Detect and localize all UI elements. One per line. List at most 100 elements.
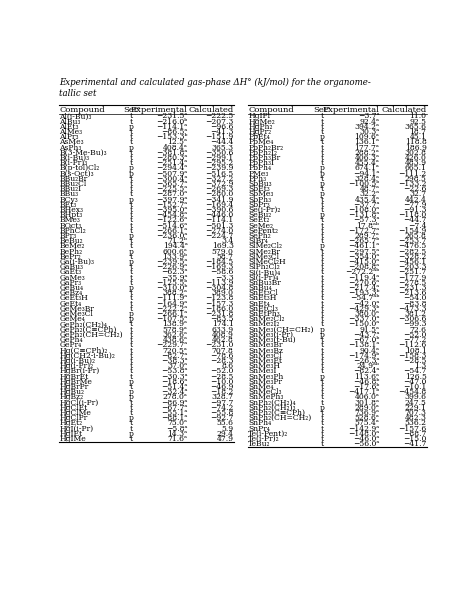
Text: SnMe₃(i-Pr): SnMe₃(i-Pr) xyxy=(248,331,293,339)
Text: −222.2ᵃ: −222.2ᵃ xyxy=(156,305,188,313)
Text: −77.2: −77.2 xyxy=(403,336,427,344)
Text: t: t xyxy=(130,201,133,209)
Text: −123.8: −123.8 xyxy=(205,295,234,302)
Text: −55.1ᵃ: −55.1ᵃ xyxy=(161,409,188,417)
Text: GeMe₄: GeMe₄ xyxy=(59,315,85,323)
Text: p: p xyxy=(129,414,134,422)
Text: 265.8: 265.8 xyxy=(405,232,427,240)
Text: t: t xyxy=(130,242,133,250)
Text: −55.8: −55.8 xyxy=(210,409,234,417)
Text: GaEt₃: GaEt₃ xyxy=(59,268,82,276)
Text: SnBu₃Br: SnBu₃Br xyxy=(248,279,281,287)
Text: −28.3: −28.3 xyxy=(210,357,234,365)
Text: GePh₂(CH=CH₂): GePh₂(CH=CH₂) xyxy=(59,331,123,339)
Text: 1.3: 1.3 xyxy=(414,362,427,370)
Text: −269.3: −269.3 xyxy=(205,185,234,193)
Text: −54.0: −54.0 xyxy=(403,295,427,302)
Text: t: t xyxy=(130,347,133,355)
Text: −381.8ᵃ: −381.8ᵃ xyxy=(156,149,188,157)
Text: −153.3ᵇ: −153.3ᵇ xyxy=(156,133,188,141)
Text: t: t xyxy=(130,175,133,183)
Text: HgEt₂: HgEt₂ xyxy=(59,419,82,427)
Text: −74.2: −74.2 xyxy=(210,404,234,411)
Text: t: t xyxy=(321,362,324,370)
Text: t: t xyxy=(130,362,133,370)
Text: t: t xyxy=(321,289,324,298)
Text: −133.2: −133.2 xyxy=(398,180,427,188)
Text: HgClMe: HgClMe xyxy=(59,409,91,417)
Text: 674.1ᵃ: 674.1ᵃ xyxy=(355,164,379,173)
Text: 289.7ᵃ: 289.7ᵃ xyxy=(355,232,379,240)
Text: 298.5: 298.5 xyxy=(405,175,427,183)
Text: −397.9ᵃ: −397.9ᵃ xyxy=(156,196,188,204)
Text: BPr₃: BPr₃ xyxy=(59,232,76,240)
Text: 109.6ᵃ: 109.6ᵃ xyxy=(355,133,379,141)
Text: −304.8: −304.8 xyxy=(205,284,234,292)
Text: 289.0ᵃ: 289.0ᵃ xyxy=(355,404,379,411)
Text: p: p xyxy=(320,242,325,250)
Text: 5.9: 5.9 xyxy=(222,425,234,433)
Text: −82.7ᵃ: −82.7ᵃ xyxy=(161,351,188,360)
Text: t: t xyxy=(130,331,133,339)
Text: −67.0ᵇ: −67.0ᵇ xyxy=(353,336,379,344)
Text: −266.1ᵃ: −266.1ᵃ xyxy=(156,310,188,318)
Text: 362.6ᵃ: 362.6ᵃ xyxy=(163,331,188,339)
Text: 37.0ᵃ: 37.0ᵃ xyxy=(167,362,188,370)
Text: t: t xyxy=(130,133,133,141)
Text: 462.8: 462.8 xyxy=(212,336,234,344)
Text: BHex₃: BHex₃ xyxy=(59,206,83,214)
Text: t: t xyxy=(321,367,324,375)
Text: t: t xyxy=(321,279,324,287)
Text: SnMe₄: SnMe₄ xyxy=(248,383,274,391)
Text: −3.3: −3.3 xyxy=(215,274,234,282)
Text: t: t xyxy=(321,175,324,183)
Text: Calculated: Calculated xyxy=(382,106,427,115)
Text: −327.2: −327.2 xyxy=(205,175,234,183)
Text: PbPh₄: PbPh₄ xyxy=(248,164,272,173)
Text: −54.7: −54.7 xyxy=(403,367,427,375)
Text: t: t xyxy=(321,159,324,167)
Text: p: p xyxy=(129,258,134,266)
Text: −299.1: −299.1 xyxy=(206,154,234,162)
Text: Hg(C≡CPh)₂: Hg(C≡CPh)₂ xyxy=(59,347,108,355)
Text: p: p xyxy=(129,248,134,256)
Text: −53.8ᵃ: −53.8ᵃ xyxy=(161,367,188,375)
Text: −92.7: −92.7 xyxy=(210,414,234,422)
Text: t: t xyxy=(130,263,133,271)
Text: t: t xyxy=(321,232,324,240)
Text: t: t xyxy=(130,295,133,302)
Text: p: p xyxy=(129,284,134,292)
Text: 3.4: 3.4 xyxy=(221,238,234,245)
Text: p: p xyxy=(129,388,134,396)
Text: SbPh₃: SbPh₃ xyxy=(248,196,272,204)
Text: SeEt₂: SeEt₂ xyxy=(248,216,270,224)
Text: t: t xyxy=(321,419,324,427)
Text: 388.2ᵃ: 388.2ᵃ xyxy=(163,289,188,298)
Text: BHpt₃: BHpt₃ xyxy=(59,211,82,219)
Text: Hg(i-Pr)₂: Hg(i-Pr)₂ xyxy=(59,362,93,370)
Text: t: t xyxy=(130,279,133,287)
Text: t: t xyxy=(321,216,324,224)
Text: SbMe₃: SbMe₃ xyxy=(248,190,274,198)
Text: t: t xyxy=(130,419,133,427)
Text: t: t xyxy=(321,414,324,422)
Text: t: t xyxy=(321,388,324,396)
Text: HgClPr: HgClPr xyxy=(59,414,88,422)
Text: −350.6: −350.6 xyxy=(205,149,234,157)
Text: −294.4ᵃ: −294.4ᵃ xyxy=(156,164,188,173)
Text: −37.7ᵃ: −37.7ᵃ xyxy=(353,201,379,209)
Text: t: t xyxy=(321,310,324,318)
Text: Experimental: Experimental xyxy=(131,106,188,115)
Text: 48.7ᵃ: 48.7ᵃ xyxy=(359,185,379,193)
Text: t: t xyxy=(130,367,133,375)
Text: t: t xyxy=(321,154,324,162)
Text: −10.0: −10.0 xyxy=(210,378,234,386)
Text: t: t xyxy=(321,399,324,407)
Text: −306.6: −306.6 xyxy=(398,315,427,323)
Text: −57.3ᵃ: −57.3ᵃ xyxy=(353,216,379,224)
Text: 75.0ᵃ: 75.0ᵃ xyxy=(167,419,188,427)
Text: t: t xyxy=(321,196,324,204)
Text: 177.7ᵃ: 177.7ᵃ xyxy=(355,144,379,152)
Text: SnEt₃Cl: SnEt₃Cl xyxy=(248,289,278,298)
Text: p: p xyxy=(129,170,134,178)
